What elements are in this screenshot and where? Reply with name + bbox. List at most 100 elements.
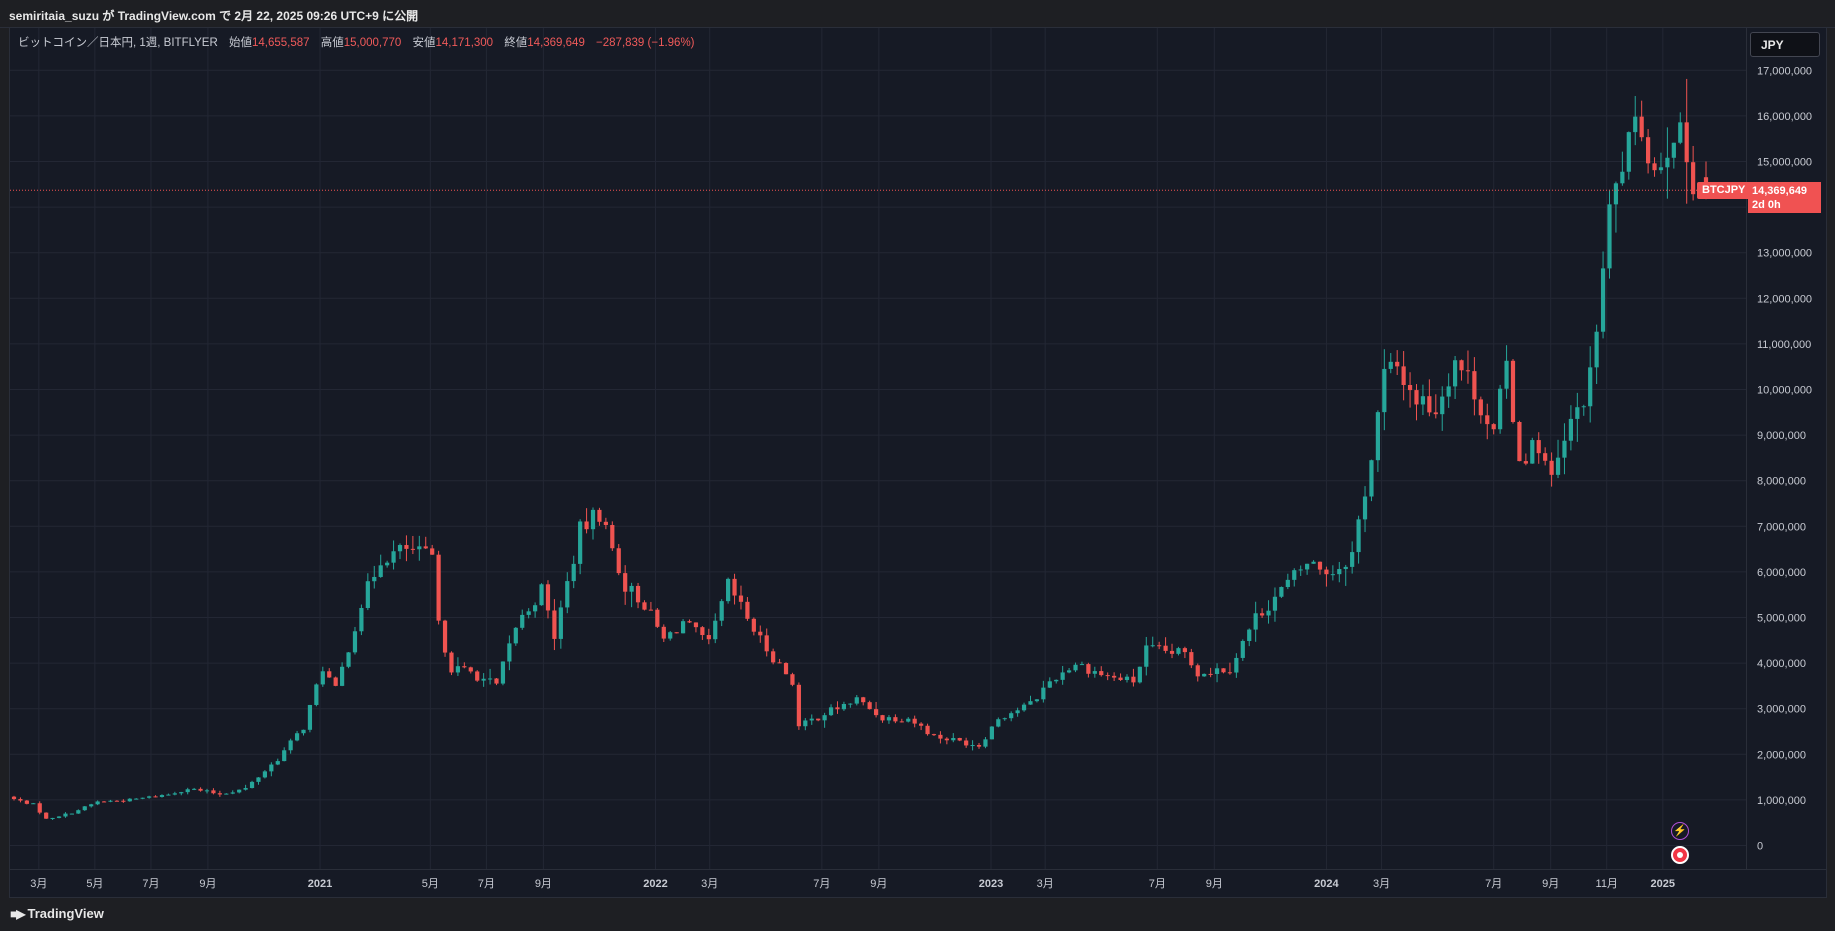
candle-up	[719, 601, 724, 621]
candle-up	[1272, 596, 1278, 611]
candle-up	[1581, 406, 1586, 408]
candle-down	[758, 631, 763, 636]
candle-up	[288, 740, 293, 751]
candle-up	[539, 584, 544, 606]
x-tick-label: 9月	[1542, 878, 1559, 890]
candle-up	[1015, 710, 1020, 714]
x-tick-label: 7月	[1485, 878, 1502, 890]
legend-open-value: 14,655,587	[251, 37, 310, 49]
candle-up	[803, 720, 808, 727]
candle-up	[989, 726, 994, 740]
candle-up	[1002, 718, 1007, 720]
candle-down	[423, 546, 428, 549]
candle-up	[1247, 629, 1252, 642]
candle-up	[1633, 116, 1638, 133]
candle-down	[1182, 648, 1187, 653]
candle-up	[1388, 361, 1393, 369]
candle-down	[745, 601, 750, 619]
chart-pane[interactable]	[9, 27, 1747, 870]
time-axis[interactable]	[9, 870, 1827, 898]
candle-up	[262, 771, 268, 778]
candle-up	[526, 611, 531, 615]
candle-up	[1214, 668, 1220, 674]
y-tick-label: 10,000,000	[1757, 385, 1812, 397]
candle-up	[391, 551, 396, 563]
last-price-value: 14,369,649	[1752, 185, 1808, 198]
candle-up	[256, 777, 261, 782]
legend-low-value: 14,171,300	[435, 37, 494, 49]
candle-down	[732, 578, 737, 596]
price-axis[interactable]	[1747, 27, 1827, 870]
currency-button[interactable]: JPY	[1750, 32, 1820, 57]
record-icon[interactable]	[1671, 846, 1689, 864]
candle-up	[1626, 132, 1631, 172]
candle-up	[1234, 657, 1239, 673]
candle-up	[970, 745, 975, 747]
candle-down	[693, 622, 699, 628]
candle-down	[1465, 370, 1471, 372]
x-tick-label: 3月	[30, 878, 47, 890]
candle-down	[777, 662, 782, 664]
candle-up	[558, 607, 563, 639]
candle-down	[404, 545, 409, 549]
candle-up	[82, 806, 87, 811]
candle-up	[1420, 396, 1426, 405]
candle-up	[1266, 610, 1271, 616]
candle-up	[906, 718, 911, 722]
candle-down	[1195, 665, 1200, 677]
candle-up	[1613, 183, 1619, 205]
candle-up	[590, 509, 596, 530]
bolt-icon[interactable]: ⚡	[1671, 822, 1689, 840]
candle-down	[642, 602, 647, 610]
candle-down	[44, 812, 49, 819]
x-tick-label: 7月	[142, 878, 159, 890]
candle-down	[1221, 668, 1226, 673]
candle-up	[340, 666, 345, 686]
candle-down	[101, 801, 107, 803]
candle-up	[1279, 587, 1284, 597]
candle-down	[783, 663, 789, 675]
y-tick-label: 16,000,000	[1757, 111, 1812, 123]
candle-up	[1530, 440, 1535, 464]
candle-up	[307, 704, 313, 730]
x-tick-label: 3月	[701, 878, 718, 890]
candle-down	[1427, 396, 1432, 413]
candle-up	[172, 793, 177, 795]
candle-down	[873, 709, 879, 716]
candle-up	[108, 800, 113, 802]
candle-up	[1678, 122, 1683, 143]
candle-down	[1543, 453, 1548, 461]
x-tick-label: 7月	[813, 878, 830, 890]
candle-up	[1555, 457, 1561, 475]
legend-high-value: 15,000,770	[343, 37, 402, 49]
candle-down	[430, 548, 435, 555]
candle-up	[269, 764, 274, 772]
candle-up	[69, 813, 75, 815]
candle-down	[899, 721, 904, 723]
candle-up	[1575, 407, 1580, 419]
candle-down	[449, 652, 454, 673]
candle-up	[1562, 440, 1567, 458]
candle-down	[1189, 652, 1194, 666]
candle-down	[738, 595, 744, 602]
candle-up	[629, 585, 634, 592]
candle-up	[1124, 676, 1130, 681]
legend-symbol: ビットコイン／日本円, 1週, BITFLYER	[18, 37, 218, 49]
candle-up	[1066, 670, 1072, 673]
y-tick-label: 1,000,000	[1757, 795, 1806, 807]
candle-up	[320, 671, 325, 685]
candle-down	[816, 718, 821, 721]
candle-down	[37, 803, 42, 813]
candle-down	[153, 796, 158, 798]
tradingview-logo[interactable]: ■▶ TradingView	[10, 906, 104, 921]
candle-down	[867, 702, 872, 710]
candle-down	[1105, 675, 1110, 677]
candle-up	[275, 761, 280, 765]
candle-up	[378, 565, 383, 577]
candle-down	[764, 635, 769, 652]
candle-up	[185, 789, 190, 793]
x-tick-label: 2024	[1314, 878, 1339, 890]
candle-up	[1137, 666, 1142, 683]
candle-up	[533, 605, 538, 612]
